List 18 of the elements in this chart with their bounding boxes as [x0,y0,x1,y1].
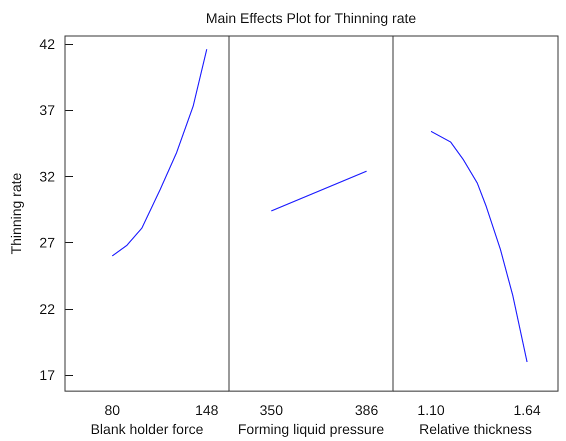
y-tick-label: 27 [39,234,56,251]
x-axis-title: Blank holder force [90,421,204,437]
chart-title: Main Effects Plot for Thinning rate [206,10,416,26]
y-tick-label: 17 [39,367,56,384]
x-tick-label: 1.10 [417,402,445,418]
x-axis-title: Relative thickness [419,421,532,437]
x-axis-title: Forming liquid pressure [238,421,384,437]
y-axis-title: Thinning rate [8,172,24,254]
y-tick-label: 42 [39,36,56,52]
x-tick-label: 350 [260,402,284,418]
x-tick-label: 1.64 [513,402,541,418]
x-tick-label: 80 [104,402,120,418]
line-series [112,48,208,257]
y-tick-label: 37 [39,102,56,118]
x-tick-label: 148 [195,402,219,418]
y-tick-label: 22 [39,300,56,317]
x-tick-label: 386 [354,402,378,418]
y-tick-label: 32 [39,168,56,184]
